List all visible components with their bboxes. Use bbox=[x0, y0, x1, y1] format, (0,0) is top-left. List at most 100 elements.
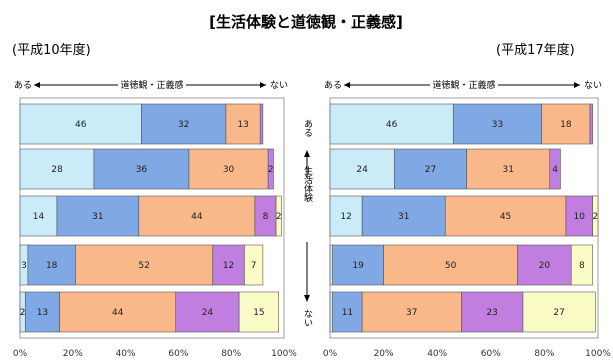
bar-segment bbox=[329, 103, 454, 145]
bar-segment bbox=[565, 195, 593, 237]
bar-value-label: 8 bbox=[579, 261, 585, 271]
bar-segment bbox=[394, 148, 467, 190]
bar-value-label: 8 bbox=[263, 212, 269, 222]
bar-segment bbox=[238, 291, 280, 333]
bar-segment bbox=[329, 148, 395, 190]
axis-left-label: ある bbox=[324, 80, 342, 91]
bar-segment bbox=[332, 244, 384, 286]
bar-value-label: 2 bbox=[276, 212, 282, 222]
bar-segment bbox=[332, 291, 363, 333]
bar-value-label: 32 bbox=[178, 120, 189, 130]
bar-value-label: 4 bbox=[552, 165, 558, 175]
axis-caption: 道徳観・正義感 bbox=[120, 79, 183, 91]
axis-arrow-left-head bbox=[34, 82, 40, 88]
period-label-left: (平成10年度) bbox=[12, 42, 91, 58]
bar-segment bbox=[361, 291, 462, 333]
x-tick-label: 0% bbox=[323, 349, 338, 359]
bar-segment bbox=[383, 244, 518, 286]
bar-value-label: 46 bbox=[75, 120, 87, 130]
bar-segment bbox=[461, 291, 524, 333]
axis-caption: 道徳観・正義感 bbox=[432, 79, 495, 91]
bar-value-label: 14 bbox=[33, 212, 45, 222]
bar-segment bbox=[19, 103, 142, 145]
bar-value-label: 37 bbox=[406, 308, 417, 318]
bar-value-label: 28 bbox=[51, 165, 63, 175]
bar-value-label: 31 bbox=[398, 212, 409, 222]
middle-axis-bottom-label: ない bbox=[302, 309, 313, 327]
bar-segment bbox=[267, 148, 274, 190]
x-tick-label: 60% bbox=[481, 349, 501, 359]
bar-value-label: 2 bbox=[268, 165, 274, 175]
bar-segment bbox=[175, 291, 240, 333]
x-tick-label: 20% bbox=[63, 349, 83, 359]
bar-value-label: 46 bbox=[386, 120, 398, 130]
bar-value-label: 13 bbox=[237, 120, 248, 130]
period-label-right: (平成17年度) bbox=[496, 42, 575, 58]
bar-value-label: 45 bbox=[500, 212, 511, 222]
axis-arrow-right-head bbox=[574, 82, 580, 88]
bar-value-label: 15 bbox=[253, 308, 264, 318]
bar-value-label: 18 bbox=[560, 120, 572, 130]
bar-segment bbox=[570, 244, 593, 286]
bar-segment bbox=[361, 195, 446, 237]
bar-value-label: 18 bbox=[46, 261, 58, 271]
bar-value-label: 44 bbox=[112, 308, 124, 318]
bar-segment bbox=[549, 148, 561, 190]
axis-arrow-right-head bbox=[260, 82, 266, 88]
bar-value-label: 12 bbox=[223, 261, 234, 271]
x-tick-label: 80% bbox=[534, 349, 554, 359]
x-tick-label: 60% bbox=[168, 349, 188, 359]
bar-value-label: 3 bbox=[21, 261, 27, 271]
bar-segment bbox=[244, 244, 264, 286]
bar-segment bbox=[24, 291, 60, 333]
bar-value-label: 2 bbox=[20, 308, 26, 318]
bar-value-label: 31 bbox=[92, 212, 103, 222]
bar-segment bbox=[444, 195, 567, 237]
bar-value-label: 50 bbox=[445, 261, 457, 271]
bar-value-label: 19 bbox=[352, 261, 364, 271]
chart-title: [生活体験と道徳観・正義感] bbox=[209, 13, 403, 31]
bar-value-label: 27 bbox=[425, 165, 436, 175]
bar-segment bbox=[275, 195, 282, 237]
bar-value-label: 13 bbox=[37, 308, 48, 318]
axis-caption-bg bbox=[430, 78, 498, 92]
middle-axis-caption: 生活体験 bbox=[302, 165, 313, 203]
axis-left-label: ある bbox=[14, 80, 32, 91]
x-tick-label: 80% bbox=[221, 349, 241, 359]
bar-segment bbox=[27, 244, 76, 286]
bar-value-label: 36 bbox=[136, 165, 148, 175]
bar-segment bbox=[19, 148, 95, 190]
bar-segment bbox=[589, 103, 593, 145]
bar-segment bbox=[138, 195, 256, 237]
bar-value-label: 27 bbox=[553, 308, 564, 318]
bar-value-label: 11 bbox=[342, 308, 353, 318]
middle-axis-top-label: ある bbox=[302, 119, 312, 137]
bar-segment bbox=[329, 195, 363, 237]
bar-segment bbox=[466, 148, 551, 190]
axis-caption-bg bbox=[118, 78, 186, 92]
bar-value-label: 24 bbox=[356, 165, 368, 175]
x-tick-label: 40% bbox=[116, 349, 136, 359]
bar-value-label: 2 bbox=[592, 212, 598, 222]
bar-segment bbox=[75, 244, 214, 286]
bar-value-label: 44 bbox=[191, 212, 203, 222]
bar-segment bbox=[329, 244, 333, 286]
middle-axis-caption-bg bbox=[299, 178, 315, 242]
middle-axis-arrow-down bbox=[304, 295, 310, 302]
x-tick-label: 20% bbox=[374, 349, 394, 359]
middle-axis-arrow-up bbox=[304, 150, 310, 157]
bar-segment bbox=[59, 291, 177, 333]
bar-segment bbox=[212, 244, 245, 286]
bar-value-label: 52 bbox=[138, 261, 149, 271]
bar-value-label: 10 bbox=[574, 212, 586, 222]
bar-value-label: 33 bbox=[492, 120, 503, 130]
bar-value-label: 12 bbox=[340, 212, 351, 222]
bar-segment bbox=[522, 291, 596, 333]
x-tick-label: 100% bbox=[585, 349, 611, 359]
x-tick-label: 0% bbox=[13, 349, 28, 359]
axis-arrow-left-head bbox=[344, 82, 350, 88]
x-tick-label: 40% bbox=[427, 349, 447, 359]
bar-value-label: 23 bbox=[486, 308, 497, 318]
axis-right-label: ない bbox=[270, 80, 288, 91]
